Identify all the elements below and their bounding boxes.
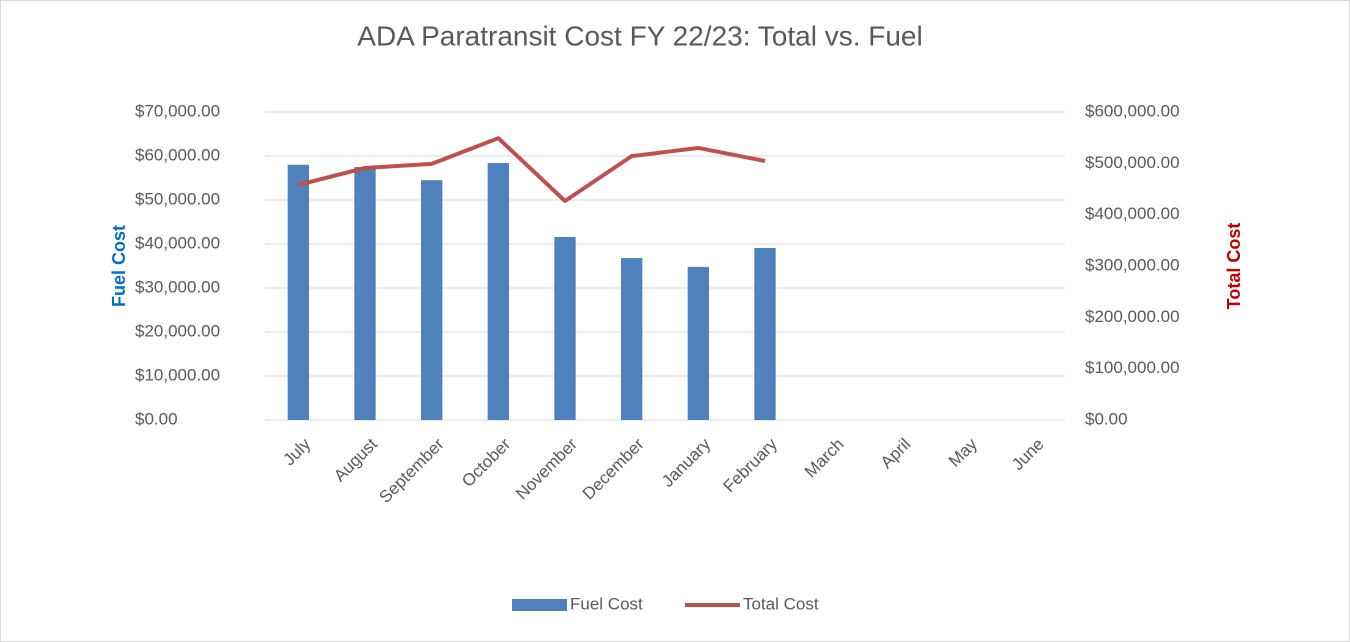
y-tick-label: $20,000.00 — [135, 321, 220, 340]
y-tick-label: $70,000.00 — [135, 101, 220, 120]
bar — [621, 258, 643, 420]
y-tick-label: $30,000.00 — [135, 277, 220, 296]
bar — [287, 164, 309, 420]
y2-tick-label: $600,000.00 — [1085, 101, 1180, 120]
legend-swatch — [512, 599, 567, 611]
line — [297, 136, 766, 204]
bar — [687, 266, 709, 420]
y2-tick-label: $100,000.00 — [1085, 358, 1180, 377]
bar — [354, 167, 376, 420]
y2-axis-title: Total Cost — [1224, 223, 1244, 310]
y2-tick-label: $400,000.00 — [1085, 204, 1180, 223]
bar — [421, 180, 443, 420]
y-tick-label: $40,000.00 — [135, 233, 220, 252]
bar — [754, 247, 776, 420]
y2-tick-label: $300,000.00 — [1085, 255, 1180, 274]
y-tick-label: $50,000.00 — [135, 189, 220, 208]
y-axis-title: Fuel Cost — [109, 225, 129, 307]
bar — [554, 236, 576, 420]
chart-title: ADA Paratransit Cost FY 22/23: Total vs.… — [357, 20, 922, 51]
bar — [487, 163, 509, 421]
y2-tick-label: $0.00 — [1085, 409, 1128, 428]
y2-tick-label: $200,000.00 — [1085, 307, 1180, 326]
y2-tick-label: $500,000.00 — [1085, 153, 1180, 172]
y-tick-label: $60,000.00 — [135, 145, 220, 164]
y-tick-label: $0.00 — [135, 409, 178, 428]
legend-label: Total Cost — [743, 594, 819, 613]
legend-label: Fuel Cost — [570, 594, 643, 613]
y-tick-label: $10,000.00 — [135, 365, 220, 384]
